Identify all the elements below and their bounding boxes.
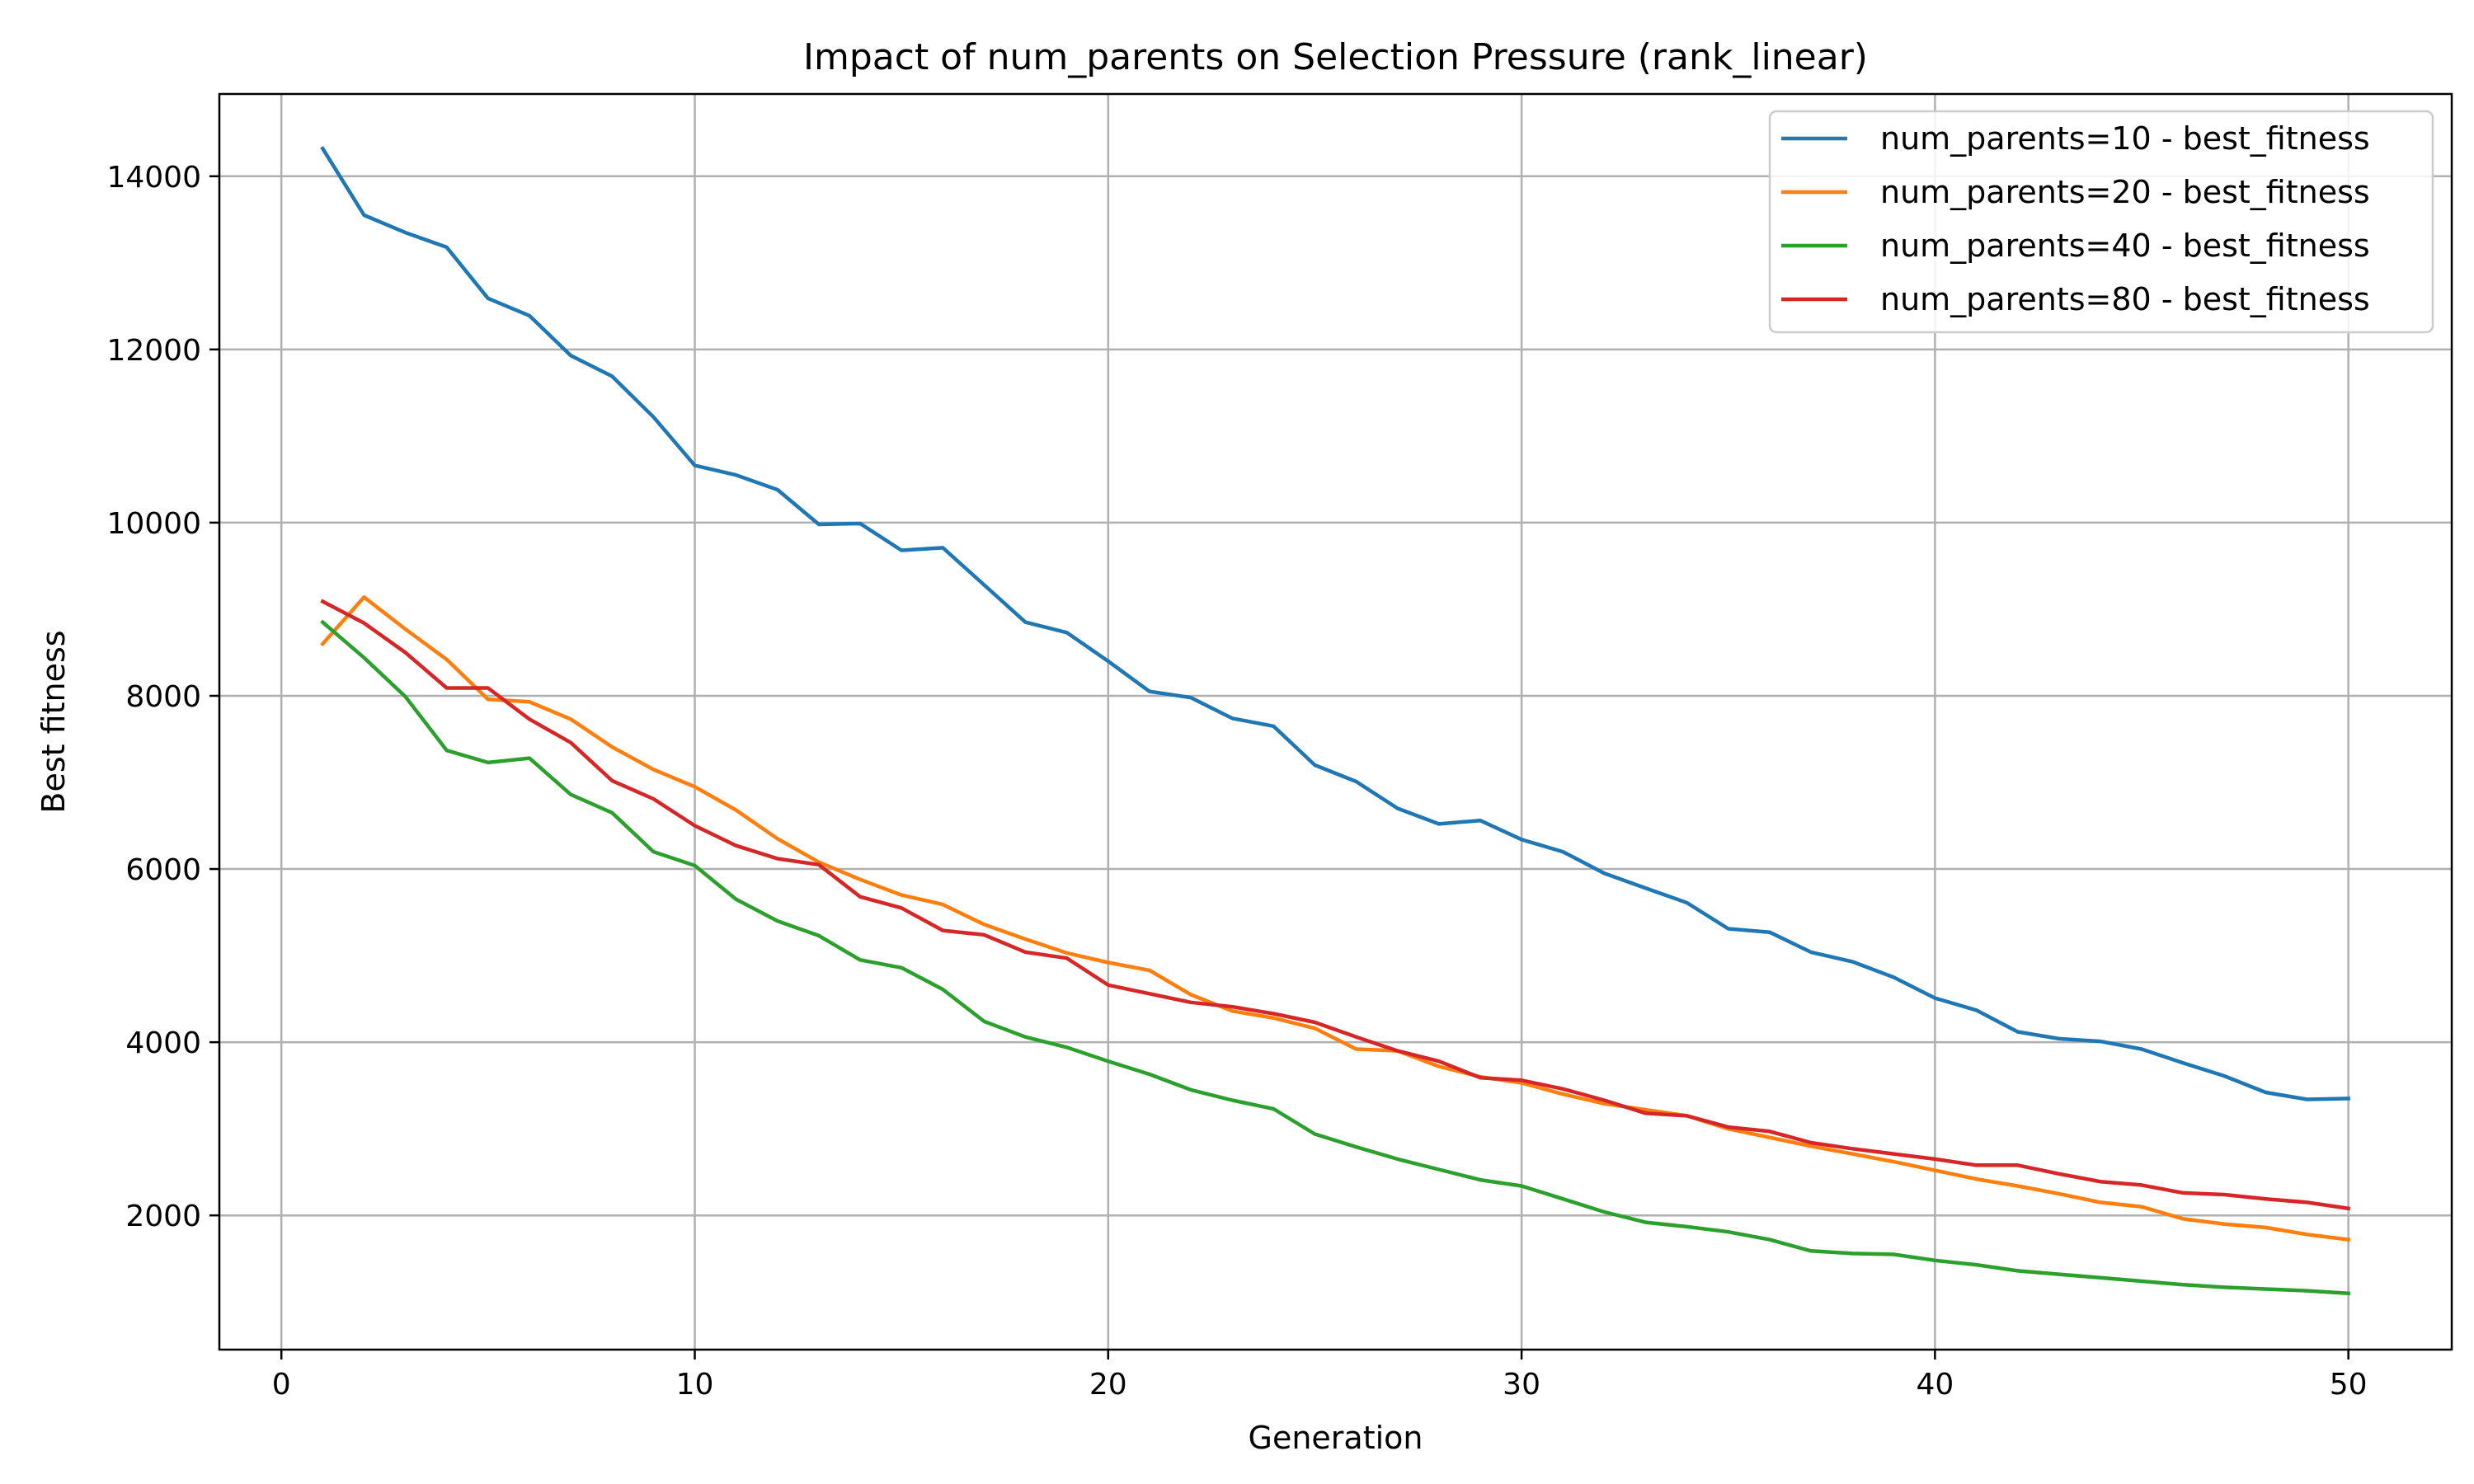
- series-line-1: [320, 146, 2350, 1101]
- y-tick-label: 14000: [106, 161, 201, 195]
- legend-label-1: num_parents=10 - best_fitness: [1880, 120, 2370, 157]
- series-line-3: [320, 619, 2351, 1296]
- grid: [219, 94, 2452, 1350]
- y-tick-label: 2000: [125, 1200, 201, 1233]
- y-tick-label: 8000: [125, 680, 201, 714]
- legend: num_parents=10 - best_fitness num_parents…: [1768, 110, 2434, 334]
- x-axis-label: Generation: [1249, 1420, 1423, 1456]
- legend-box: [1768, 110, 2434, 334]
- legend-label-4: num_parents=80 - best_fitness: [1880, 281, 2370, 317]
- legend-label-2: num_parents=20 - best_fitness: [1880, 174, 2370, 210]
- y-tick-label: 4000: [125, 1026, 201, 1060]
- series-lines: [320, 146, 2351, 1296]
- x-tick-label: 50: [2330, 1368, 2368, 1402]
- x-tick-label: 30: [1503, 1368, 1540, 1402]
- y-tick-label: 10000: [106, 507, 201, 541]
- chart-title: Impact of num_parents on Selection Press…: [803, 36, 1868, 78]
- series-line-2: [320, 595, 2351, 1242]
- legend-label-3: num_parents=40 - best_fitness: [1880, 228, 2370, 264]
- x-tick-label: 0: [272, 1368, 291, 1402]
- y-axis-label: Best fitness: [35, 630, 72, 813]
- series-line-4: [320, 599, 2351, 1211]
- x-tick-label: 20: [1089, 1368, 1127, 1402]
- ticks: 0 10 20 30 40 50 2000 4000 6000 8000 10000 12000 140…: [106, 161, 2367, 1402]
- plot-frame: [218, 92, 2453, 1351]
- x-tick-label: 40: [1916, 1368, 1954, 1402]
- x-tick-label: 10: [676, 1368, 714, 1402]
- y-tick-label: 6000: [125, 853, 201, 887]
- y-tick-label: 12000: [106, 334, 201, 368]
